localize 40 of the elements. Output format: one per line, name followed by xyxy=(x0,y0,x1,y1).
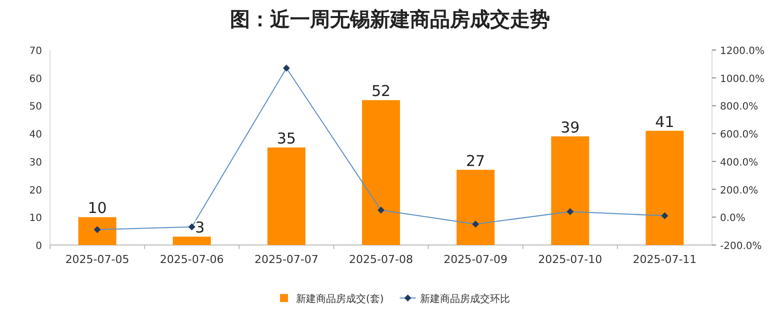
data-label: 39 xyxy=(560,118,580,136)
y2-tick-label: 1000.0% xyxy=(720,74,764,85)
data-label: 10 xyxy=(88,199,107,218)
y2-tick-label: -200.0% xyxy=(720,241,762,252)
y-tick-label: 30 xyxy=(29,157,42,168)
x-tick-label: 2025-07-06 xyxy=(160,253,224,266)
data-label: 41 xyxy=(655,112,674,131)
data-label: 52 xyxy=(371,82,391,100)
x-tick-label: 2025-07-08 xyxy=(349,253,413,266)
legend-label: 新建商品房成交环比 xyxy=(420,293,510,305)
y-tick-label: 40 xyxy=(29,130,42,141)
x-tick-label: 2025-07-09 xyxy=(444,253,508,266)
y2-tick-label: 600.0% xyxy=(720,130,758,141)
y-tick-label: 60 xyxy=(29,74,42,85)
x-tick-label: 2025-07-10 xyxy=(538,253,602,266)
y-tick-label: 10 xyxy=(29,213,42,224)
legend-label: 新建商品房成交(套) xyxy=(296,293,384,305)
x-tick-label: 2025-07-11 xyxy=(632,253,697,266)
y2-tick-label: 800.0% xyxy=(720,102,758,113)
y-tick-label: 20 xyxy=(29,185,42,196)
y2-tick-label: 200.0% xyxy=(720,185,758,196)
chart-title: 图：近一周无锡新建商品房成交走势 xyxy=(230,7,550,31)
y2-tick-label: 0.0% xyxy=(720,213,746,224)
y-tick-label: 50 xyxy=(29,102,42,113)
data-label: 3 xyxy=(195,218,205,237)
bar xyxy=(456,170,495,245)
data-label: 35 xyxy=(276,130,296,148)
y-tick-label: 70 xyxy=(29,46,42,57)
bar xyxy=(551,136,590,245)
bar xyxy=(646,130,684,245)
y-tick-label: 0 xyxy=(36,241,42,252)
bar xyxy=(267,148,306,245)
bar xyxy=(172,236,211,245)
y2-tick-label: 1200.0% xyxy=(720,46,764,57)
x-tick-label: 2025-07-07 xyxy=(254,253,318,266)
bar xyxy=(78,217,116,245)
y2-tick-label: 400.0% xyxy=(720,157,758,168)
x-tick-label: 2025-07-05 xyxy=(65,253,130,266)
bar xyxy=(362,100,400,245)
data-label: 27 xyxy=(466,152,486,170)
